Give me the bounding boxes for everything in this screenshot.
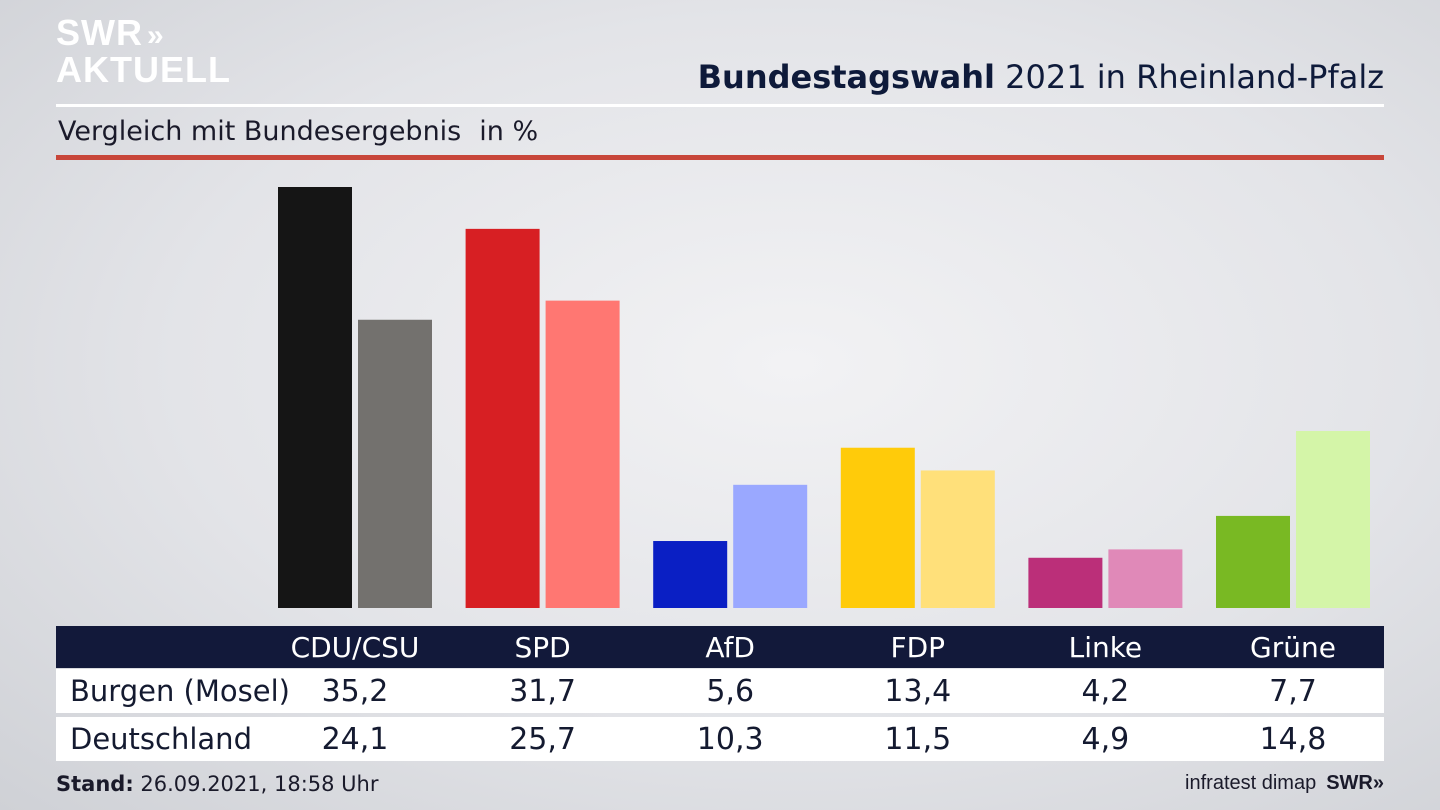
bar-linke-national xyxy=(1108,549,1183,608)
source-label: infratest dimap xyxy=(1185,772,1317,794)
value-cell-linke-region: 4,2 xyxy=(1081,673,1130,709)
row-label-region: Burgen (Mosel) xyxy=(70,674,290,708)
stand-label: Stand: xyxy=(56,772,134,796)
bar-spd-national xyxy=(545,300,620,608)
value-cell-gr-ne-region: 7,7 xyxy=(1269,673,1317,709)
swr-brand-logo: SWR» xyxy=(1326,772,1384,794)
footer-source: infratest dimap SWR» xyxy=(1185,772,1384,795)
bar-afd-national xyxy=(733,484,808,608)
swr-aktuell-logo: SWR» AKTUELL xyxy=(56,15,231,90)
bar-linke-region xyxy=(1028,557,1103,608)
table-row-region: Burgen (Mosel) 35,2 31,7 5,6 13,4 4,2 7,7 xyxy=(56,669,1384,713)
chart-title: Bundestagswahl 2021 in Rheinland-Pfalz xyxy=(698,58,1384,96)
title-rest: 2021 in Rheinland-Pfalz xyxy=(995,58,1384,96)
value-cell-fdp-national: 11,5 xyxy=(884,721,952,757)
chart-subtitle: Vergleich mit Bundesergebnis in % xyxy=(58,116,538,147)
value-cell-afd-national: 10,3 xyxy=(696,721,764,757)
logo-aktuell-text: AKTUELL xyxy=(56,49,231,90)
logo-swr-text: SWR xyxy=(56,12,143,53)
bar-cdu-csu-national xyxy=(358,319,432,608)
value-cell-afd-region: 5,6 xyxy=(706,673,755,709)
value-cell-spd-national: 25,7 xyxy=(509,721,576,757)
column-header-linke: Linke xyxy=(1068,630,1143,664)
value-cell-gr-ne-national: 14,8 xyxy=(1259,721,1327,757)
bar-spd-region xyxy=(465,228,540,609)
bar-gr-ne-national xyxy=(1296,430,1370,608)
value-cell-cdu-csu-region: 35,2 xyxy=(321,673,389,709)
bar-fdp-region xyxy=(840,447,915,608)
row-label-national: Deutschland xyxy=(70,722,252,756)
header-divider xyxy=(56,104,1384,107)
subtitle-text: Vergleich mit Bundesergebnis xyxy=(58,116,462,147)
title-bold: Bundestagswahl xyxy=(697,58,995,96)
bar-cdu-csu-region xyxy=(278,187,352,608)
column-header-spd: SPD xyxy=(514,630,571,664)
column-header-afd: AfD xyxy=(705,630,755,664)
value-cell-linke-national: 4,9 xyxy=(1081,721,1130,757)
column-header-gr-ne: Grüne xyxy=(1250,630,1336,664)
unit-label: in % xyxy=(479,116,539,147)
bar-afd-region xyxy=(653,541,728,608)
value-cell-fdp-region: 13,4 xyxy=(884,673,952,709)
value-cell-cdu-csu-national: 24,1 xyxy=(321,721,389,757)
bar-gr-ne-region xyxy=(1216,515,1290,608)
value-cell-spd-region: 31,7 xyxy=(509,673,576,709)
table-header: CDU/CSU SPD AfD FDP Linke Grüne xyxy=(56,626,1384,668)
footer-timestamp: Stand: 26.09.2021, 18:58 Uhr xyxy=(56,772,379,796)
bar-fdp-national xyxy=(920,470,995,608)
column-header-fdp: FDP xyxy=(890,630,946,664)
subtitle-divider xyxy=(56,155,1384,160)
table-row-national: Deutschland 24,1 25,7 10,3 11,5 4,9 14,8 xyxy=(56,717,1384,761)
stand-value: 26.09.2021, 18:58 Uhr xyxy=(133,772,379,796)
column-header-cdu-csu: CDU/CSU xyxy=(290,630,420,664)
